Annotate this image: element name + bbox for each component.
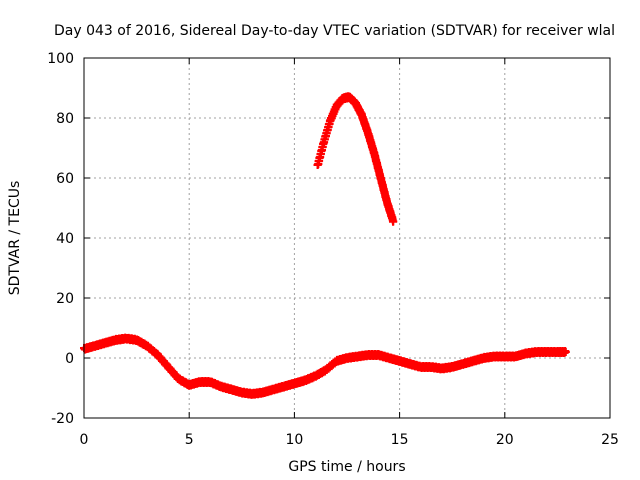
chart-title: Day 043 of 2016, Sidereal Day-to-day VTE… bbox=[54, 23, 615, 39]
axis-ticks: 0 5 10 15 20 25 -20 0 20 40 60 80 100 bbox=[47, 51, 619, 448]
x-tick-label: 0 bbox=[80, 432, 89, 448]
y-tick-label: 80 bbox=[56, 111, 74, 127]
y-tick-label: -20 bbox=[51, 411, 74, 427]
x-tick-label: 5 bbox=[185, 432, 194, 448]
y-axis-label: SDTVAR / TECUs bbox=[7, 181, 23, 296]
x-axis-label: GPS time / hours bbox=[288, 459, 405, 475]
series-low-track-marker bbox=[561, 348, 570, 356]
y-tick-label: 100 bbox=[47, 51, 74, 67]
x-tick-label: 20 bbox=[496, 432, 514, 448]
y-tick-label: 0 bbox=[65, 351, 74, 367]
y-tick-label: 20 bbox=[56, 291, 74, 307]
data-points bbox=[80, 92, 570, 399]
x-tick-label: 25 bbox=[601, 432, 619, 448]
y-tick-label: 40 bbox=[56, 231, 74, 247]
series-high-arc-marker bbox=[389, 217, 398, 226]
x-tick-label: 15 bbox=[391, 432, 409, 448]
y-tick-label: 60 bbox=[56, 171, 74, 187]
x-tick-label: 10 bbox=[285, 432, 303, 448]
